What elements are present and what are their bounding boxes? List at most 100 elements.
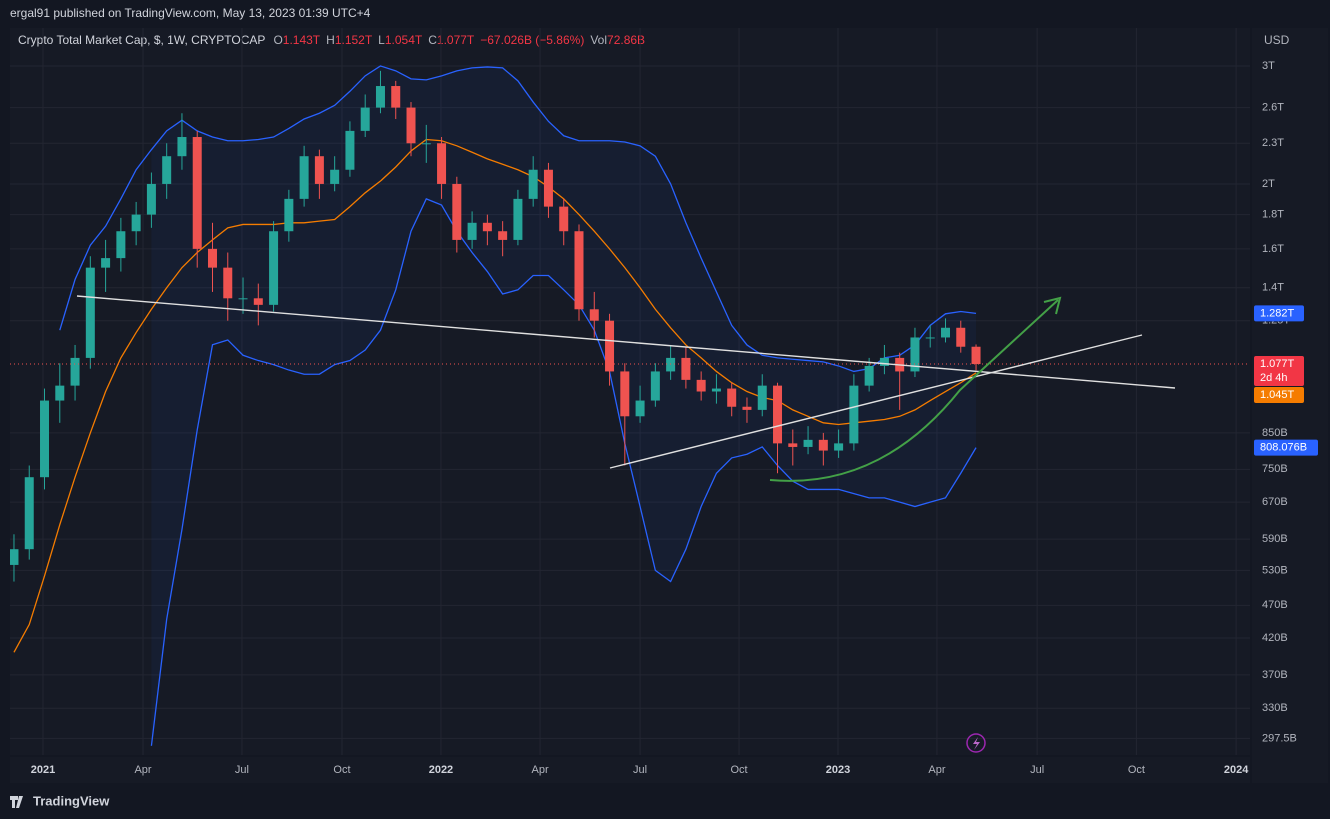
candle-body — [40, 400, 50, 478]
candle-body — [192, 137, 202, 249]
x-tick-label: 2021 — [31, 764, 55, 776]
candle-body — [452, 183, 462, 240]
candle-body — [269, 231, 279, 305]
candle-body — [101, 258, 111, 268]
candle-body — [238, 298, 248, 300]
candle-body — [574, 231, 584, 310]
candle-body — [131, 214, 141, 232]
y-tick-label: 2.6T — [1262, 102, 1284, 114]
candle-body — [803, 439, 813, 447]
c-value: 1.077T — [437, 33, 475, 47]
x-tick-label: Jul — [1030, 764, 1044, 776]
footer: TradingView — [10, 793, 110, 808]
drawings — [76, 295, 1176, 753]
candle-body — [849, 385, 859, 444]
legend: Crypto Total Market Cap, $, 1W, CRYPTOCA… — [18, 33, 645, 47]
x-tick-label: Jul — [235, 764, 249, 776]
y-tick-label: 750B — [1262, 463, 1288, 475]
y-tick-label: 420B — [1262, 632, 1288, 644]
candle-body — [10, 549, 19, 565]
ma-label: 1.045T — [1260, 389, 1295, 401]
y-tick-label: 330B — [1262, 702, 1288, 714]
x-tick-label: 2022 — [429, 764, 453, 776]
event-icon[interactable] — [966, 733, 986, 753]
candle-body — [207, 248, 217, 268]
candle-body — [437, 143, 447, 184]
candle-body — [666, 357, 676, 372]
lower-band-line — [150, 198, 977, 746]
x-tick-label: Oct — [730, 764, 747, 776]
l-value: 1.054T — [385, 33, 423, 47]
grid — [10, 28, 1250, 755]
candle-body — [314, 156, 324, 184]
x-tick-label: 2023 — [826, 764, 850, 776]
candle-body — [971, 346, 981, 365]
y-tick-label: 297.5B — [1262, 732, 1297, 744]
candle-body — [543, 169, 553, 207]
candles — [10, 70, 1250, 582]
candle-body — [360, 107, 370, 131]
y-tick-label: 1.6T — [1262, 243, 1284, 255]
candle-body — [620, 371, 630, 417]
upper-box — [1254, 305, 1304, 322]
y-tick-label: 1.4T — [1262, 282, 1284, 294]
lower-box — [1254, 439, 1318, 456]
candle-body — [85, 267, 95, 358]
candle-body — [773, 385, 783, 444]
x-tick-label: Apr — [531, 764, 548, 776]
close-label: 1.077T — [1260, 358, 1295, 370]
y-tick-label: 1.8T — [1262, 209, 1284, 221]
candle-body — [650, 371, 660, 401]
candle-body — [559, 206, 569, 232]
candle-body — [635, 400, 645, 417]
candle-body — [24, 477, 34, 550]
o-label: O — [273, 33, 282, 47]
h-value: 1.152T — [335, 33, 373, 47]
bands — [13, 65, 977, 746]
candle-body — [788, 443, 798, 447]
candle-body — [879, 357, 889, 366]
y-tick-label: 590B — [1262, 533, 1288, 545]
plot-area — [10, 28, 1250, 755]
candle-body — [513, 198, 523, 240]
candle-body — [589, 309, 599, 321]
candle-body — [299, 156, 309, 199]
symbol: Crypto Total Market Cap, $, 1W, CRYPTOCA… — [18, 33, 265, 47]
candle-body — [223, 267, 233, 299]
candle-body — [146, 183, 156, 215]
countdown-label: 2d 4h — [1260, 372, 1288, 384]
candle-body — [467, 222, 477, 240]
ma-line — [13, 138, 977, 653]
brand: TradingView — [33, 793, 110, 808]
l-label: L — [378, 33, 385, 47]
change: −67.026B (−5.86%) — [480, 33, 584, 47]
c-label: C — [428, 33, 437, 47]
candle-body — [605, 320, 615, 372]
x-tick-label: Apr — [134, 764, 151, 776]
x-tick-label: 2024 — [1224, 764, 1249, 776]
candle-body — [696, 379, 706, 392]
y-tick-label: 370B — [1262, 669, 1288, 681]
candle-body — [162, 156, 172, 184]
candle-body — [482, 222, 492, 232]
candle-body — [284, 198, 294, 232]
candle-body — [421, 143, 431, 145]
candle-body — [864, 365, 874, 386]
candle-body — [742, 406, 752, 410]
candle-body — [925, 337, 935, 339]
y-tick-label: 2.3T — [1262, 137, 1284, 149]
y-tick-label: 850B — [1262, 427, 1288, 439]
candle-body — [528, 169, 538, 199]
candle-body — [55, 385, 65, 401]
candle-body — [70, 357, 80, 386]
candle-body — [727, 388, 737, 407]
candle-body — [345, 130, 355, 170]
candle-body — [116, 231, 126, 259]
y-tick-label: 2T — [1262, 178, 1275, 190]
x-tick-label: Oct — [333, 764, 350, 776]
close-box — [1254, 356, 1304, 387]
x-tick-label: Jul — [633, 764, 647, 776]
candle-body — [177, 137, 187, 157]
upper-label: 1.282T — [1260, 307, 1295, 319]
